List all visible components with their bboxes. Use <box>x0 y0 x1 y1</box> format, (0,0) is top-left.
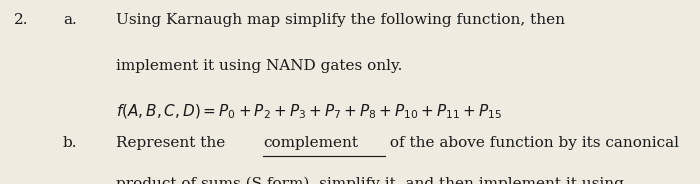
Text: implement it using NAND gates only.: implement it using NAND gates only. <box>116 59 402 73</box>
Text: b.: b. <box>63 136 78 150</box>
Text: product of sums (S form), simplify it, and then implement it using: product of sums (S form), simplify it, a… <box>116 177 624 184</box>
Text: 2.: 2. <box>14 13 29 27</box>
Text: $f(A,B,C,D) = P_0 + P_2 + P_3 + P_7 + P_8 + P_{10} + P_{11} + P_{15}$: $f(A,B,C,D) = P_0 + P_2 + P_3 + P_7 + P_… <box>116 103 502 121</box>
Text: of the above function by its canonical: of the above function by its canonical <box>385 136 679 150</box>
Text: a.: a. <box>63 13 77 27</box>
Text: Represent the: Represent the <box>116 136 230 150</box>
Text: Using Karnaugh map simplify the following function, then: Using Karnaugh map simplify the followin… <box>116 13 564 27</box>
Text: complement: complement <box>262 136 358 150</box>
